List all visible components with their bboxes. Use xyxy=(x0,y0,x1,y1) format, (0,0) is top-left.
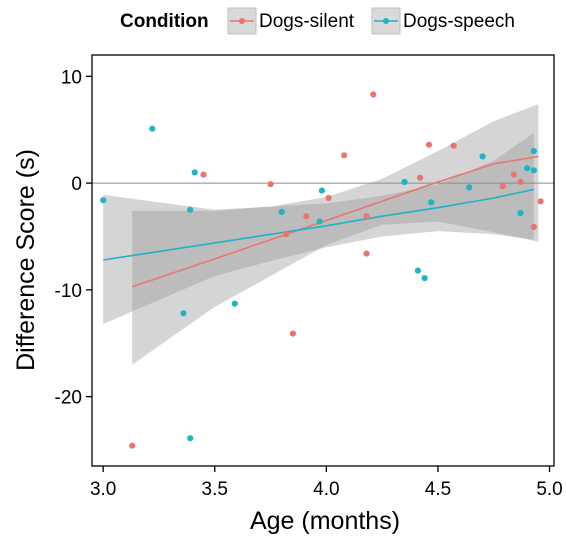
y-tick-label: -10 xyxy=(55,281,82,302)
y-axis: 10 0 -10 -20 xyxy=(55,67,92,409)
data-point-dogs-speech xyxy=(428,199,435,206)
data-point-dogs-speech xyxy=(318,187,325,194)
data-point-dogs-silent xyxy=(537,198,544,205)
x-tick-label: 4.5 xyxy=(425,479,451,500)
data-point-dogs-speech xyxy=(187,206,194,213)
data-point-dogs-speech xyxy=(401,178,408,186)
confidence-band-dogs-speech xyxy=(103,132,534,324)
legend-dot-dogs-speech xyxy=(383,18,389,24)
legend-label-dogs-silent: Dogs-silent xyxy=(259,11,355,32)
data-point-dogs-silent xyxy=(341,152,348,159)
y-tick-label: 10 xyxy=(61,67,82,88)
data-point-dogs-speech xyxy=(316,218,323,225)
plot-border xyxy=(91,54,555,467)
data-point-dogs-speech xyxy=(466,184,473,191)
data-point-dogs-silent xyxy=(267,181,274,188)
data-point-dogs-silent xyxy=(425,141,433,148)
x-tick-label: 3.0 xyxy=(90,479,116,500)
x-tick-label: 5.0 xyxy=(536,479,562,500)
data-point-dogs-speech xyxy=(231,300,238,307)
data-point-dogs-speech xyxy=(100,197,107,204)
data-point-dogs-silent xyxy=(363,250,370,257)
y-tick-label: 0 xyxy=(71,174,82,195)
data-point-dogs-speech xyxy=(278,208,285,215)
fit-line-dogs-speech xyxy=(103,188,535,261)
legend-entry-dogs-silent: Dogs-silent xyxy=(227,7,355,35)
data-point-dogs-silent xyxy=(363,213,370,220)
fit-line-dogs-silent xyxy=(131,155,539,288)
x-axis-title: Age (months) xyxy=(250,507,400,535)
data-point-dogs-silent xyxy=(499,183,506,190)
y-axis-title: Difference Score (s) xyxy=(12,149,40,371)
confidence-bands xyxy=(103,104,539,365)
data-point-dogs-speech xyxy=(414,267,421,274)
data-point-dogs-silent xyxy=(283,231,290,238)
data-point-dogs-silent xyxy=(370,91,377,98)
data-point-dogs-silent xyxy=(450,142,457,149)
x-tick-label: 3.5 xyxy=(202,479,228,500)
data-points xyxy=(100,91,544,449)
data-point-dogs-silent xyxy=(289,330,296,337)
data-point-dogs-silent xyxy=(530,223,538,230)
data-point-dogs-speech xyxy=(187,435,194,442)
data-point-dogs-silent xyxy=(510,171,517,178)
data-point-dogs-speech xyxy=(479,153,486,160)
confidence-band-dogs-silent xyxy=(132,104,539,365)
data-point-dogs-speech xyxy=(524,165,531,172)
data-point-dogs-speech xyxy=(530,148,538,155)
x-axis: 3.0 3.5 4.0 4.5 5.0 xyxy=(90,466,563,500)
data-point-dogs-speech xyxy=(517,209,524,217)
y-tick-label: -20 xyxy=(55,388,82,409)
plot-panel xyxy=(92,55,554,466)
x-tick-label: 4.0 xyxy=(313,479,339,500)
data-point-dogs-silent xyxy=(129,442,136,449)
data-point-dogs-speech xyxy=(149,125,156,132)
legend-dot-dogs-silent xyxy=(239,18,245,24)
legend-label-dogs-speech: Dogs-speech xyxy=(403,11,515,32)
data-point-dogs-silent xyxy=(417,174,424,181)
data-point-dogs-speech xyxy=(191,169,198,176)
legend: Condition Dogs-silent Dogs-speech xyxy=(120,7,515,35)
data-point-dogs-speech xyxy=(530,167,538,174)
data-point-dogs-silent xyxy=(200,171,207,178)
legend-title: Condition xyxy=(120,11,209,32)
data-point-dogs-silent xyxy=(517,178,524,186)
data-point-dogs-speech xyxy=(421,275,428,282)
fit-lines xyxy=(103,155,539,288)
data-point-dogs-silent xyxy=(303,213,310,220)
data-point-dogs-speech xyxy=(180,310,187,317)
data-point-dogs-silent xyxy=(325,194,332,202)
legend-entry-dogs-speech: Dogs-speech xyxy=(371,7,515,35)
